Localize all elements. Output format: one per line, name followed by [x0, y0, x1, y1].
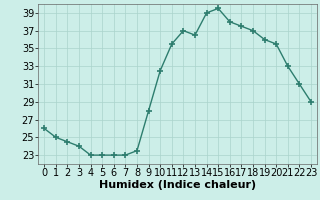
X-axis label: Humidex (Indice chaleur): Humidex (Indice chaleur)	[99, 180, 256, 190]
